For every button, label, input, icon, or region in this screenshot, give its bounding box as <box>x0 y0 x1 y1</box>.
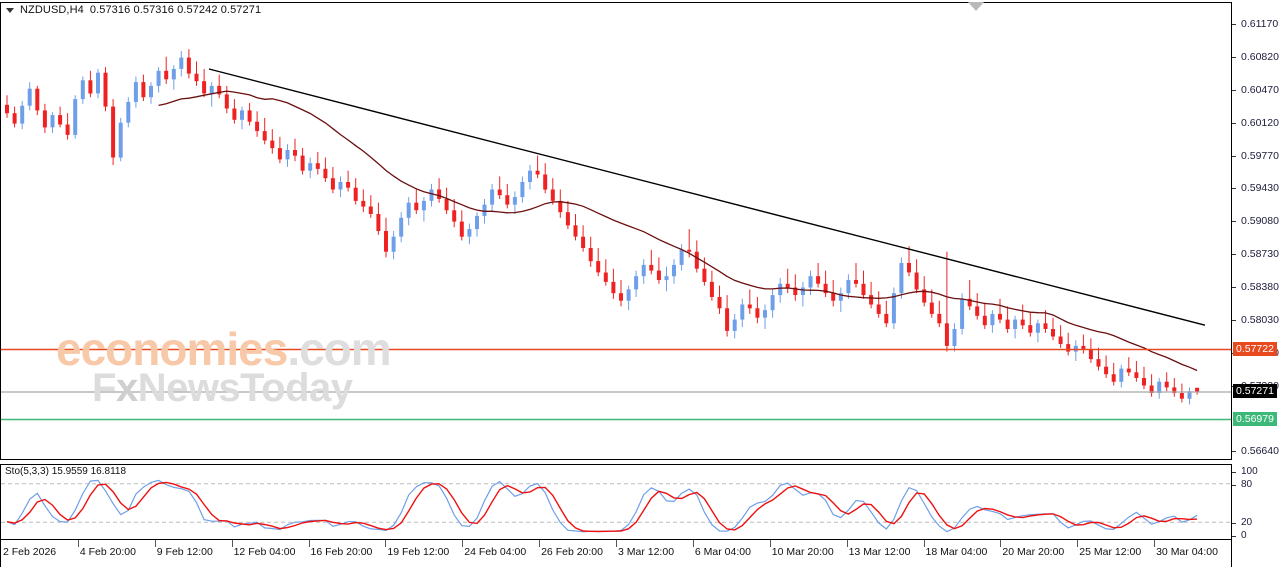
price-axis-label: 0.60120 <box>1241 116 1279 129</box>
chart-header-legend: NZDUSD,H4 0.57316 0.57316 0.57242 0.5727… <box>6 4 261 16</box>
time-separator <box>385 540 387 547</box>
time-axis-label: 18 Mar 04:00 <box>925 546 988 558</box>
time-axis[interactable]: 2 Feb 2026 4 Feb 20:00 9 Feb 12:00 12 Feb 0… <box>0 540 1232 567</box>
time-axis-label: 20 Mar 20:00 <box>1002 546 1065 558</box>
descending-trendline <box>208 68 1206 326</box>
price-tick <box>1232 286 1236 288</box>
time-axis-label: 24 Feb 04:00 <box>464 546 527 558</box>
candlestick-series <box>5 49 1200 405</box>
price-axis-label: 0.59770 <box>1241 149 1279 162</box>
indicator-axis: 100 80 20 0 <box>1232 464 1280 541</box>
time-separator <box>923 540 925 547</box>
time-axis-label: 25 Mar 12:00 <box>1079 546 1142 558</box>
price-axis-label: 0.58030 <box>1241 313 1279 326</box>
time-axis-label: 3 Mar 12:00 <box>618 546 675 558</box>
stoch-d-line <box>6 481 1198 533</box>
price-tick <box>1232 253 1236 255</box>
indicator-axis-label: 0 <box>1241 530 1247 541</box>
price-chart-pane[interactable] <box>0 2 1232 460</box>
time-separator <box>308 540 310 547</box>
price-tick <box>1232 56 1236 58</box>
chevron-down-icon[interactable] <box>6 7 14 13</box>
time-axis-label: 10 Mar 20:00 <box>771 546 834 558</box>
time-axis-label: 30 Mar 04:00 <box>1156 546 1218 558</box>
stochastic-indicator-pane[interactable] <box>0 464 1232 540</box>
price-tick <box>1232 220 1236 222</box>
indicator-tick <box>1232 472 1236 473</box>
time-separator <box>1000 540 1002 547</box>
time-axis-label: 6 Mar 04:00 <box>694 546 751 558</box>
price-axis-label: 0.60470 <box>1241 83 1279 96</box>
indicator-tick <box>1232 523 1236 525</box>
time-axis-label: 26 Feb 20:00 <box>541 546 603 558</box>
indicator-legend: Sto(5,3,3) 15.9559 16.8118 <box>5 466 127 477</box>
indicator-tick <box>1232 536 1236 537</box>
price-tick <box>1232 187 1236 189</box>
time-separator <box>231 540 233 547</box>
price-tick <box>1232 23 1236 25</box>
price-axis-label: 0.59430 <box>1241 181 1279 194</box>
time-separator <box>539 540 541 547</box>
price-chart-svg <box>1 49 1231 421</box>
symbol-label: NZDUSD,H4 <box>20 4 84 16</box>
time-separator <box>692 540 694 547</box>
stochastic-svg <box>1 479 1231 533</box>
time-axis-label: 13 Mar 12:00 <box>848 546 911 558</box>
price-tick <box>1232 155 1236 157</box>
time-separator <box>1154 540 1156 547</box>
time-separator <box>616 540 617 547</box>
price-tick <box>1232 89 1236 91</box>
chart-top-marker-icon <box>968 2 984 11</box>
ohlc-values: 0.57316 0.57316 0.57242 0.57271 <box>89 4 262 16</box>
time-separator <box>769 540 771 547</box>
time-axis-label: 2 Feb 2026 <box>3 546 57 558</box>
time-axis-label: 16 Feb 20:00 <box>310 546 373 558</box>
price-tick <box>1232 450 1236 452</box>
time-axis-label: 9 Feb 12:00 <box>156 546 213 558</box>
time-axis-label: 12 Feb 04:00 <box>233 546 296 558</box>
last-price-badge[interactable]: 0.57271 <box>1233 384 1277 398</box>
moving-average-line <box>158 90 1198 372</box>
time-axis-label: 4 Feb 20:00 <box>79 546 136 558</box>
time-separator <box>846 540 848 547</box>
price-axis-label: 0.56640 <box>1241 444 1279 457</box>
time-axis-label: 19 Feb 12:00 <box>387 546 450 558</box>
time-separator <box>462 540 464 547</box>
indicator-axis-label: 100 <box>1241 466 1258 477</box>
time-separator <box>1077 540 1079 547</box>
indicator-axis-label: 80 <box>1241 478 1253 490</box>
price-axis-label: 0.59080 <box>1241 214 1279 227</box>
bid-price-badge[interactable]: 0.56979 <box>1233 411 1277 426</box>
indicator-tick <box>1232 484 1236 486</box>
price-axis-label: 0.61170 <box>1241 17 1279 30</box>
price-tick <box>1232 122 1236 124</box>
price-axis[interactable]: 0.61170 0.60820 0.60470 0.60120 0.59770 0.594… <box>1232 0 1280 540</box>
price-axis-label: 0.58380 <box>1241 280 1279 293</box>
top-strip <box>0 0 1232 2</box>
ask-price-badge[interactable]: 0.57722 <box>1233 341 1277 356</box>
price-axis-label: 0.58730 <box>1241 247 1279 260</box>
indicator-axis-label: 20 <box>1241 517 1253 529</box>
time-separator <box>77 540 79 547</box>
time-separator <box>154 540 156 547</box>
price-tick <box>1232 319 1236 321</box>
price-axis-label: 0.60820 <box>1241 50 1279 63</box>
